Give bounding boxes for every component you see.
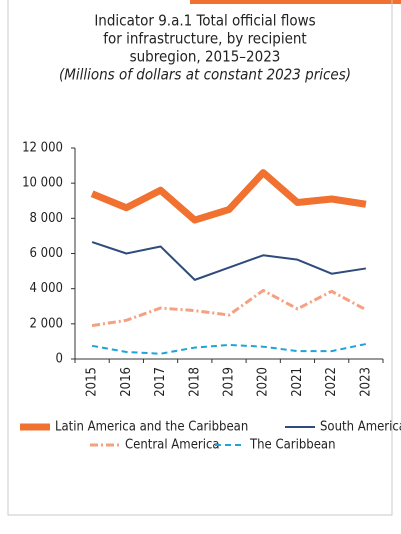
header-accent [190, 0, 401, 4]
legend-label: South America [320, 420, 401, 435]
series-line [91, 241, 367, 281]
panel-border [7, 0, 393, 516]
chart-title: subregion, 2015–2023 [130, 48, 281, 66]
x-tick-label: 2021 [290, 367, 305, 397]
y-tick-label: 10 000 [22, 176, 63, 191]
legend-label: Latin America and the Caribbean [55, 420, 248, 435]
series-line [91, 288, 367, 328]
chart-title: Indicator 9.a.1 Total official flows [94, 12, 315, 30]
chart-title: for infrastructure, by recipient [103, 30, 306, 48]
x-tick-label: 2016 [119, 367, 134, 397]
x-tick-label: 2017 [153, 367, 168, 397]
y-tick-label: 6 000 [30, 246, 63, 261]
series-line [90, 169, 367, 224]
x-tick-label: 2022 [324, 367, 339, 397]
y-tick-label: 4 000 [30, 281, 63, 296]
x-tick-label: 2020 [256, 367, 271, 397]
x-tick-label: 2015 [85, 367, 100, 397]
chart-subtitle: (Millions of dollars at constant 2023 pr… [59, 66, 351, 84]
legend-label: Central America [125, 438, 220, 453]
y-tick-label: 0 [56, 352, 63, 367]
y-tick-label: 2 000 [30, 316, 63, 331]
x-tick-label: 2019 [222, 367, 237, 397]
y-tick-label: 8 000 [30, 211, 63, 226]
x-tick-label: 2023 [358, 367, 373, 397]
legend-label: The Caribbean [249, 438, 336, 453]
y-tick-label: 12 000 [22, 141, 63, 156]
x-tick-label: 2018 [187, 367, 202, 397]
series-line [91, 343, 367, 355]
